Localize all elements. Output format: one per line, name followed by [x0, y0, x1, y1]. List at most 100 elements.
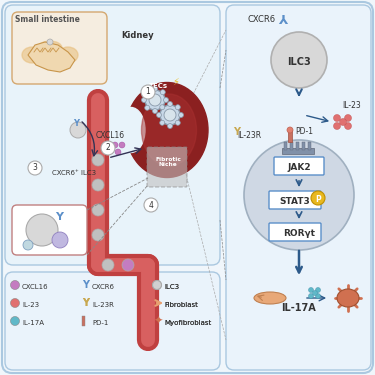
- Ellipse shape: [254, 292, 286, 304]
- Circle shape: [168, 102, 172, 106]
- Circle shape: [315, 288, 321, 292]
- Circle shape: [28, 161, 42, 175]
- Polygon shape: [28, 42, 75, 72]
- Text: Small intestine: Small intestine: [15, 15, 80, 24]
- Circle shape: [149, 94, 161, 106]
- Circle shape: [175, 120, 180, 125]
- Text: CXCL16: CXCL16: [22, 284, 49, 290]
- Bar: [288, 130, 292, 142]
- FancyBboxPatch shape: [5, 5, 220, 265]
- Text: P: P: [315, 195, 321, 204]
- Text: 2: 2: [106, 144, 110, 153]
- Bar: [282, 148, 314, 154]
- Circle shape: [10, 298, 20, 307]
- FancyBboxPatch shape: [5, 272, 220, 370]
- Text: CXCR6: CXCR6: [247, 15, 275, 24]
- Circle shape: [101, 141, 115, 155]
- Text: PD-1: PD-1: [295, 127, 313, 136]
- Circle shape: [345, 114, 351, 122]
- Circle shape: [160, 105, 165, 110]
- Text: 1: 1: [146, 87, 150, 96]
- Text: 3: 3: [33, 164, 38, 172]
- Text: Fibroblast: Fibroblast: [164, 302, 198, 308]
- Text: IL-23R: IL-23R: [237, 131, 261, 140]
- Circle shape: [145, 105, 150, 110]
- Text: IL-23R: IL-23R: [92, 302, 114, 308]
- FancyBboxPatch shape: [269, 223, 321, 241]
- Circle shape: [153, 87, 158, 92]
- Text: ✦: ✦: [154, 316, 164, 326]
- Circle shape: [309, 288, 314, 292]
- Bar: [302, 142, 305, 150]
- Circle shape: [153, 280, 162, 290]
- Circle shape: [145, 90, 165, 110]
- Text: Y: Y: [55, 212, 63, 222]
- Text: TECs: TECs: [148, 83, 168, 89]
- Circle shape: [92, 179, 104, 191]
- Circle shape: [175, 105, 180, 110]
- Circle shape: [70, 122, 86, 138]
- Circle shape: [23, 240, 33, 250]
- Text: IL-23: IL-23: [22, 302, 39, 308]
- Circle shape: [244, 140, 354, 250]
- FancyBboxPatch shape: [226, 5, 371, 370]
- Text: IL-17A: IL-17A: [22, 320, 44, 326]
- Circle shape: [122, 259, 134, 271]
- Bar: [308, 142, 311, 150]
- Text: ILC3: ILC3: [164, 284, 179, 290]
- Text: Y: Y: [233, 127, 240, 137]
- Circle shape: [309, 294, 314, 298]
- Circle shape: [345, 123, 351, 129]
- Bar: [296, 142, 299, 150]
- Bar: [284, 142, 287, 150]
- Ellipse shape: [117, 108, 145, 153]
- Circle shape: [153, 108, 158, 114]
- Text: Y: Y: [73, 119, 79, 128]
- FancyBboxPatch shape: [147, 147, 187, 187]
- Text: STAT3: STAT3: [280, 198, 310, 207]
- Circle shape: [145, 90, 150, 95]
- Text: RORγt: RORγt: [283, 230, 315, 238]
- Circle shape: [102, 259, 114, 271]
- Text: IL-17A: IL-17A: [282, 303, 316, 313]
- Circle shape: [287, 127, 293, 133]
- FancyBboxPatch shape: [12, 205, 87, 255]
- Circle shape: [115, 149, 121, 155]
- Text: CXCR6: CXCR6: [92, 284, 115, 290]
- Circle shape: [312, 291, 318, 296]
- Text: PD-1: PD-1: [92, 320, 108, 326]
- Bar: [82, 316, 85, 326]
- Circle shape: [164, 98, 168, 102]
- Circle shape: [112, 142, 118, 148]
- Circle shape: [160, 90, 165, 95]
- Circle shape: [26, 214, 58, 246]
- Circle shape: [160, 105, 165, 110]
- Circle shape: [141, 98, 147, 102]
- Circle shape: [339, 118, 346, 126]
- Text: Y: Y: [280, 10, 289, 23]
- Circle shape: [160, 105, 180, 125]
- Circle shape: [153, 280, 162, 290]
- Text: Y: Y: [82, 298, 89, 308]
- FancyBboxPatch shape: [12, 12, 107, 84]
- FancyBboxPatch shape: [2, 2, 373, 373]
- Ellipse shape: [337, 289, 359, 307]
- Circle shape: [168, 123, 172, 129]
- Circle shape: [10, 316, 20, 326]
- Ellipse shape: [22, 47, 42, 63]
- Circle shape: [178, 112, 183, 117]
- Circle shape: [92, 204, 104, 216]
- Text: ⚡: ⚡: [172, 77, 179, 87]
- Text: IL-23: IL-23: [342, 101, 361, 110]
- Text: ILC3: ILC3: [287, 57, 311, 67]
- Ellipse shape: [126, 82, 208, 177]
- Ellipse shape: [141, 94, 196, 166]
- Text: Myofibroblast: Myofibroblast: [164, 320, 211, 326]
- Circle shape: [119, 142, 125, 148]
- Text: 4: 4: [148, 201, 153, 210]
- Ellipse shape: [38, 41, 62, 55]
- Text: CXCR6⁺ ILC3: CXCR6⁺ ILC3: [52, 170, 96, 176]
- Text: Fibroblast: Fibroblast: [164, 302, 198, 308]
- Text: Kidney: Kidney: [122, 31, 154, 40]
- Circle shape: [333, 114, 340, 122]
